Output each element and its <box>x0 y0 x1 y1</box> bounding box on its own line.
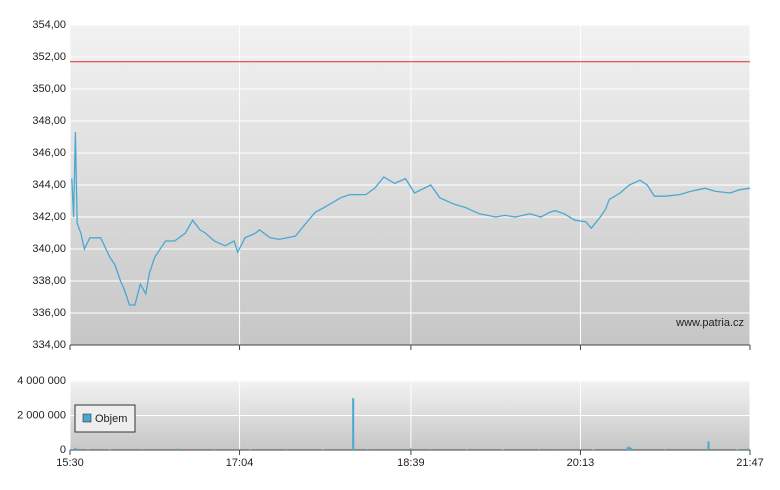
legend-swatch <box>82 413 92 423</box>
volume-bar <box>352 398 355 450</box>
y-tick-label: 352,00 <box>32 51 66 63</box>
volume-bar <box>628 446 631 450</box>
x-tick-label: 17:04 <box>226 457 254 469</box>
x-tick-label: 18:39 <box>397 457 425 469</box>
y-tick-label: 348,00 <box>32 115 66 127</box>
volume-bar <box>707 441 710 450</box>
y-tick-label: 338,00 <box>32 275 66 287</box>
legend-label: Objem <box>95 413 127 425</box>
watermark: www.patria.cz <box>675 317 744 329</box>
y-tick-label: 354,00 <box>32 19 66 31</box>
y-tick-label: 350,00 <box>32 83 66 95</box>
volume-bar <box>736 449 739 450</box>
x-tick-label: 20:13 <box>567 457 595 469</box>
volume-bar <box>74 447 77 450</box>
y-tick-label: 342,00 <box>32 211 66 223</box>
price-line <box>71 132 751 306</box>
volume-bar <box>592 449 595 450</box>
volume-bar <box>629 447 632 450</box>
volume-bar <box>321 449 324 450</box>
volume-bar <box>537 449 540 450</box>
y-tick-label: 346,00 <box>32 147 66 159</box>
y-tick-label: 336,00 <box>32 307 66 319</box>
volume-bar <box>141 449 144 450</box>
volume-bar <box>501 449 504 450</box>
volume-bar <box>700 448 703 450</box>
y-tick-label: 340,00 <box>32 243 66 255</box>
volume-bar <box>747 448 750 450</box>
volume-bar <box>664 449 667 450</box>
volume-bar <box>409 448 412 450</box>
volume-bar <box>465 449 468 450</box>
y-tick-label: 344,00 <box>32 179 66 191</box>
volume-bar <box>249 449 252 450</box>
volume-bar <box>108 449 111 450</box>
y-tick-label: 4 000 000 <box>17 375 66 387</box>
volume-bar <box>626 447 629 450</box>
volume-bar <box>70 448 73 450</box>
x-tick-label: 21:47 <box>736 457 764 469</box>
volume-bar <box>366 449 369 450</box>
volume-bar <box>556 448 559 450</box>
y-tick-label: 0 <box>60 444 66 456</box>
volume-bar <box>87 449 90 450</box>
y-tick-label: 334,00 <box>32 339 66 351</box>
volume-bar <box>429 449 432 450</box>
volume-bar <box>285 449 288 450</box>
y-tick-label: 2 000 000 <box>17 409 66 421</box>
volume-bar <box>177 448 180 450</box>
x-tick-label: 15:30 <box>56 457 84 469</box>
volume-bar <box>213 449 216 450</box>
